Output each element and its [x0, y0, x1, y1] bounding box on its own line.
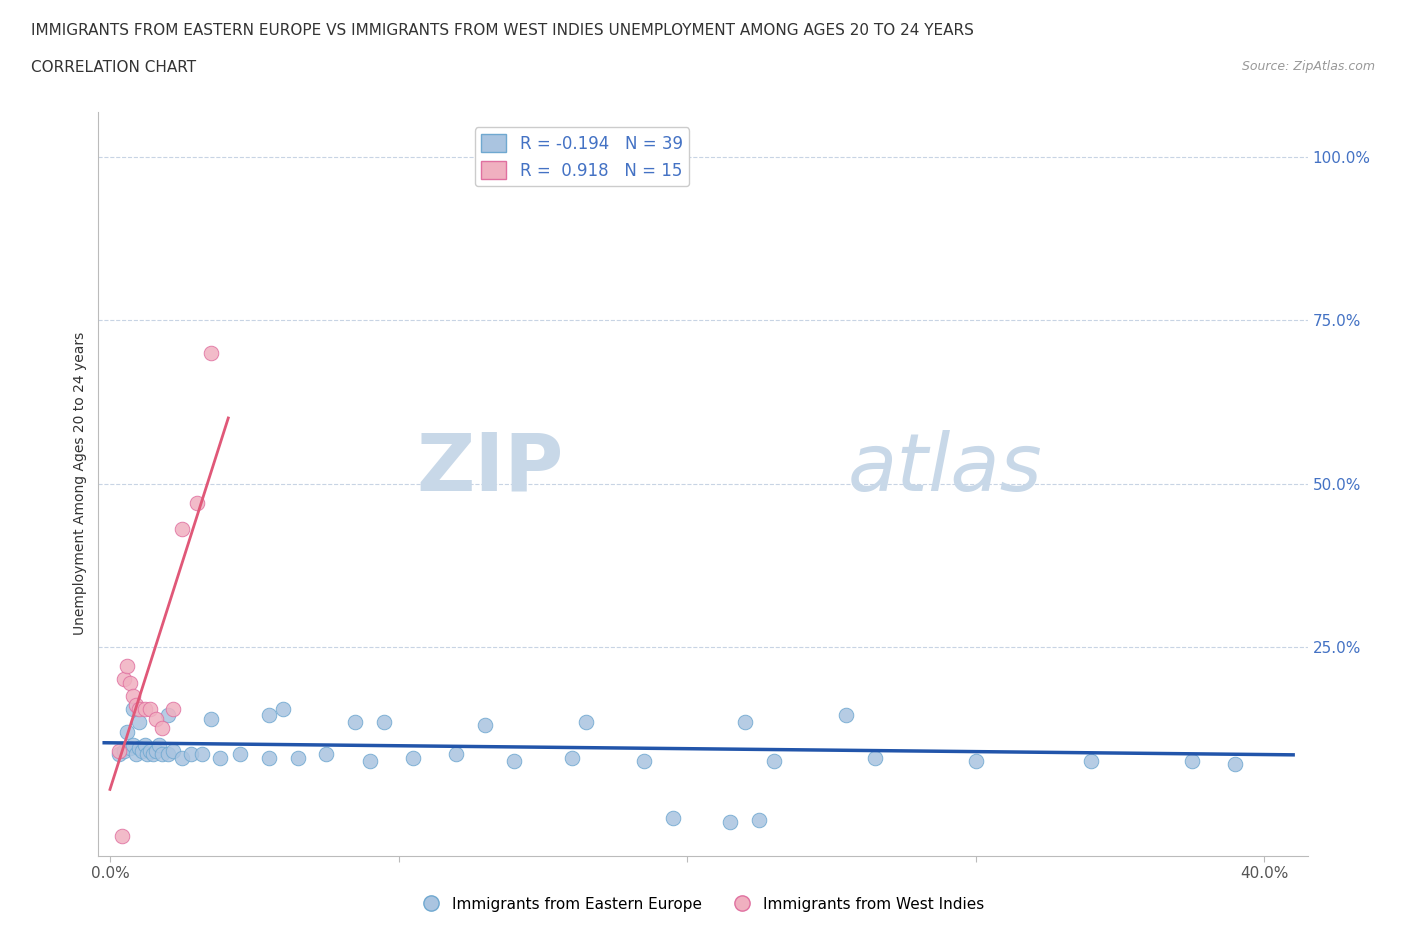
Point — [128, 701, 150, 716]
Point — [172, 751, 194, 765]
Point — [835, 708, 858, 723]
Text: ZIP: ZIP — [416, 430, 564, 508]
Point — [1181, 753, 1204, 768]
Point — [373, 714, 395, 729]
Legend: R = -0.194   N = 39, R =  0.918   N = 15: R = -0.194 N = 39, R = 0.918 N = 15 — [475, 127, 689, 186]
Point — [112, 744, 135, 759]
Point — [156, 708, 179, 723]
Point — [661, 810, 683, 825]
Point — [148, 737, 170, 752]
Point — [139, 701, 162, 716]
Point — [150, 721, 173, 736]
Point — [162, 744, 184, 759]
Point — [145, 744, 167, 759]
Point — [180, 747, 202, 762]
Point — [122, 737, 145, 752]
Text: atlas: atlas — [848, 430, 1043, 508]
Point — [117, 658, 139, 673]
Point — [172, 522, 194, 537]
Point — [762, 753, 785, 768]
Point — [134, 701, 156, 716]
Point — [734, 714, 756, 729]
Point — [344, 714, 367, 729]
Point — [117, 724, 139, 739]
Point — [965, 753, 987, 768]
Point — [287, 751, 309, 765]
Point — [748, 812, 770, 827]
Text: Source: ZipAtlas.com: Source: ZipAtlas.com — [1241, 60, 1375, 73]
Point — [120, 740, 142, 755]
Point — [863, 751, 886, 765]
Point — [208, 751, 231, 765]
Point — [633, 753, 655, 768]
Y-axis label: Unemployment Among Ages 20 to 24 years: Unemployment Among Ages 20 to 24 years — [73, 332, 87, 635]
Point — [110, 829, 132, 844]
Legend: Immigrants from Eastern Europe, Immigrants from West Indies: Immigrants from Eastern Europe, Immigran… — [415, 891, 991, 918]
Point — [186, 496, 208, 511]
Point — [125, 747, 148, 762]
Point — [503, 753, 526, 768]
Point — [107, 747, 129, 762]
Point — [150, 747, 173, 762]
Point — [561, 751, 583, 765]
Point — [142, 747, 165, 762]
Point — [575, 714, 598, 729]
Text: IMMIGRANTS FROM EASTERN EUROPE VS IMMIGRANTS FROM WEST INDIES UNEMPLOYMENT AMONG: IMMIGRANTS FROM EASTERN EUROPE VS IMMIGR… — [31, 23, 974, 38]
Text: CORRELATION CHART: CORRELATION CHART — [31, 60, 195, 75]
Point — [136, 747, 159, 762]
Point — [718, 815, 741, 830]
Point — [112, 672, 135, 687]
Point — [1080, 753, 1102, 768]
Point — [162, 701, 184, 716]
Point — [257, 751, 280, 765]
Point — [200, 711, 222, 726]
Point — [191, 747, 214, 762]
Point — [145, 711, 167, 726]
Point — [128, 714, 150, 729]
Point — [139, 744, 162, 759]
Point — [107, 744, 129, 759]
Point — [257, 708, 280, 723]
Point — [359, 753, 381, 768]
Point — [402, 751, 425, 765]
Point — [122, 701, 145, 716]
Point — [271, 701, 294, 716]
Point — [229, 747, 252, 762]
Point — [125, 698, 148, 713]
Point — [134, 737, 156, 752]
Point — [474, 718, 496, 733]
Point — [200, 346, 222, 361]
Point — [131, 744, 153, 759]
Point — [156, 747, 179, 762]
Point — [120, 675, 142, 690]
Point — [315, 747, 337, 762]
Point — [128, 740, 150, 755]
Point — [122, 688, 145, 703]
Point — [446, 747, 468, 762]
Point — [1225, 757, 1247, 772]
